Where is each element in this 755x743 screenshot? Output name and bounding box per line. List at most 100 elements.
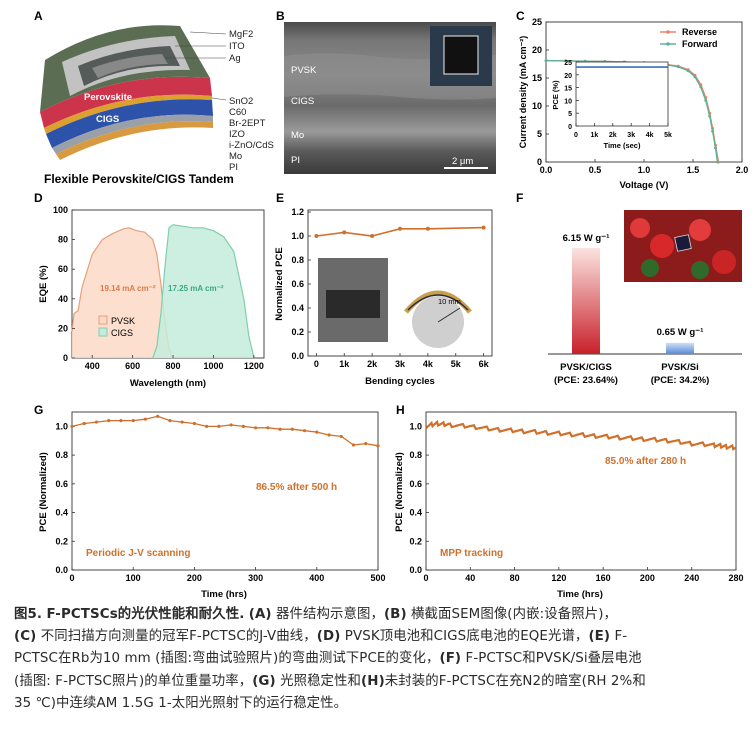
e-series: [314, 225, 486, 238]
c-y-tick-label: 0: [537, 157, 542, 167]
legend-pvsk: PVSK: [111, 316, 135, 326]
e-axis-ticks: 0 1k 2k 3k 4k 5k 6k 0.0 0.2 0.4 0.6 0.8 1.0 1.2: [291, 207, 489, 369]
c-inset-x-tick-label: 5k: [664, 132, 672, 139]
h-y-tick-label: 0.0: [409, 565, 422, 575]
c-series-forward-point: [686, 69, 690, 73]
panel-a: A Perovskite CIGS MgF2 ITO Ag SnO2 C60 B…: [34, 9, 274, 186]
layer-label: i-ZnO/CdS: [229, 140, 274, 151]
layer-label: PI: [229, 162, 238, 173]
c-ylabel: Current density (mA cm⁻²): [518, 36, 528, 148]
caption-text: 横截面SEM图像(内嵌:设备照片)，: [406, 607, 618, 622]
e-x-tick-label: 0: [314, 359, 319, 369]
h-label: MPP tracking: [440, 548, 503, 559]
panel-a-title: Flexible Perovskite/CIGS Tandem: [44, 172, 234, 186]
g-label: Periodic J-V scanning: [86, 548, 190, 559]
d-legend: PVSK CIGS: [98, 315, 135, 338]
c-series-forward-point: [716, 160, 719, 164]
d-x-tick-label: 400: [85, 361, 100, 371]
panel-d: D 400 600 800 1000 1200 0 20 40 60 80 100 Waveleng…: [34, 191, 265, 389]
c-inset-y-tick-label: 5: [568, 111, 572, 118]
c-series-forward-point: [676, 65, 680, 69]
c-x-tick-label: 1.5: [687, 165, 700, 175]
tandem-device-schematic: [40, 25, 213, 160]
c-y-tick-label: 15: [532, 73, 542, 83]
layer-label: MgF2: [229, 29, 253, 40]
c-series-forward-point: [708, 114, 712, 118]
caption-body: (A) 器件结构示意图，(B) 横截面SEM图像(内嵌:设备照片)， (C) 不同…: [14, 607, 646, 711]
f-bar-2: [666, 342, 694, 354]
mo-layer: [52, 114, 213, 154]
g-annotation: 86.5% after 500 h: [256, 482, 337, 493]
c-inset-x-tick-label: 0: [574, 132, 578, 139]
e-x-tick-label: 1k: [339, 359, 350, 369]
d-xlabel: Wavelength (nm): [130, 378, 206, 389]
panel-letter-b: B: [276, 9, 285, 23]
scale-bar-label: 2 μm: [452, 156, 473, 167]
caption-text: F-: [610, 629, 628, 645]
c-inset-y-tick-label: 20: [564, 73, 572, 80]
pi-layer: [56, 121, 213, 160]
g-series-point: [364, 442, 368, 446]
g-series-point: [119, 419, 123, 423]
c-y-tick-label: 20: [532, 45, 542, 55]
c-y-tick-label: 10: [532, 101, 542, 111]
c-series-forward-point: [693, 75, 697, 79]
figure-caption: 图5. F-PCTSCs的光伏性能和耐久性. (A) 器件结构示意图，(B) 横…: [14, 604, 742, 715]
g-y-tick-label: 0.4: [55, 508, 68, 518]
d-x-tick-label: 1000: [203, 361, 223, 371]
g-series-point: [327, 433, 331, 437]
e-y-tick-label: 1.0: [291, 231, 304, 241]
g-x-tick-label: 200: [187, 573, 202, 583]
c-inset-xlabel: Time (sec): [604, 141, 641, 150]
c-inset-x-tick-label: 2k: [609, 132, 617, 139]
h-axis-ticks: 0 40 80 120 160 200 240 280 0.0 0.2 0.4 0.6 0.8 1.0: [409, 421, 743, 583]
layer-label: Br-2EPT: [229, 118, 266, 129]
c-series-forward-point: [711, 129, 715, 133]
g-series-point: [192, 421, 196, 426]
d-y-tick-label: 20: [58, 323, 68, 333]
h-series: [425, 419, 737, 451]
h-y-tick-label: 0.6: [409, 479, 422, 489]
h-x-tick-label: 80: [510, 573, 520, 583]
e-x-tick-label: 4k: [423, 359, 434, 369]
g-x-tick-label: 100: [126, 573, 141, 583]
caption-panel-ref: (B): [383, 607, 407, 622]
sem-label: CIGS: [291, 96, 314, 107]
c-inset-y-tick-label: 10: [564, 98, 572, 105]
perovskite-layer: [40, 76, 212, 128]
caption-text: PVSK顶电池和CIGS底电池的EQE光谱，: [340, 629, 589, 645]
d-annotation-cigs: 17.25 mA cm⁻²: [168, 284, 224, 293]
e-series-point: [425, 226, 430, 231]
caption-panel-ref: (F): [439, 651, 462, 667]
h-y-tick-label: 0.8: [409, 450, 422, 460]
ito-pad: [92, 54, 168, 78]
d-area-cigs: [152, 224, 254, 358]
d-x-tick-label: 800: [166, 361, 181, 371]
interlayer: [44, 94, 212, 134]
c-inset-x-tick-label: 1k: [591, 132, 599, 139]
e-y-tick-label: 0.6: [291, 279, 304, 289]
layer-labels: MgF2 ITO Ag SnO2 C60 Br-2EPT IZO i-ZnO/C…: [165, 29, 274, 173]
g-series: [70, 414, 380, 448]
g-series: [71, 415, 379, 447]
d-annotation-pvsk: 19.14 mA cm⁻²: [100, 284, 156, 293]
c-x-tick-label: 1.0: [638, 165, 651, 175]
figure-canvas: A Perovskite CIGS MgF2 ITO Ag SnO2 C60 B…: [34, 9, 748, 600]
h-y-tick-label: 0.4: [409, 508, 422, 518]
g-y-tick-label: 1.0: [55, 421, 68, 431]
g-series-point: [229, 423, 233, 427]
h-annotation: 85.0% after 280 h: [605, 456, 686, 467]
caption-panel-ref: (G): [252, 673, 276, 689]
e-xlabel: Bending cycles: [365, 376, 435, 387]
g-series-point: [94, 420, 99, 424]
e-series-point: [342, 230, 347, 235]
legend-cigs: CIGS: [111, 328, 133, 338]
layer-label: Ag: [229, 53, 241, 64]
band-label-perovskite: Perovskite: [84, 92, 132, 103]
h-x-tick-label: 160: [596, 573, 611, 583]
panel-b: B PVSK CIGS Mo PI 2 μm: [276, 9, 496, 174]
d-y-tick-label: 80: [58, 235, 68, 245]
c-x-tick-label: 0.0: [540, 165, 553, 175]
e-y-tick-label: 0.8: [291, 255, 304, 265]
